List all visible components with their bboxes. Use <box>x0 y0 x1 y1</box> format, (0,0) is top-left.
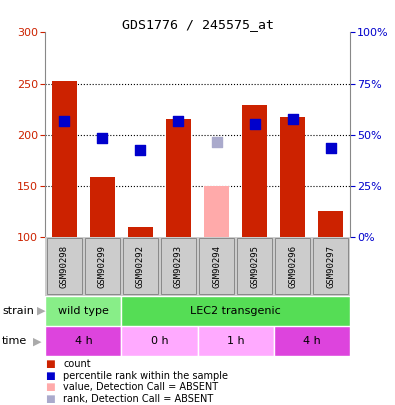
Text: GDS1776 / 245575_at: GDS1776 / 245575_at <box>122 18 273 31</box>
Text: GSM90298: GSM90298 <box>60 245 69 288</box>
Text: percentile rank within the sample: percentile rank within the sample <box>63 371 228 381</box>
Text: LEC2 transgenic: LEC2 transgenic <box>190 306 281 316</box>
Text: 4 h: 4 h <box>75 336 92 346</box>
Point <box>61 118 68 125</box>
Bar <box>204 186 229 237</box>
FancyBboxPatch shape <box>47 238 82 294</box>
Bar <box>122 296 350 326</box>
Text: value, Detection Call = ABSENT: value, Detection Call = ABSENT <box>63 382 218 392</box>
Bar <box>198 326 274 356</box>
FancyBboxPatch shape <box>199 238 234 294</box>
Text: 4 h: 4 h <box>303 336 320 346</box>
Bar <box>45 326 122 356</box>
Bar <box>90 177 115 237</box>
Text: rank, Detection Call = ABSENT: rank, Detection Call = ABSENT <box>63 394 213 404</box>
Bar <box>166 119 191 237</box>
Text: wild type: wild type <box>58 306 109 316</box>
FancyBboxPatch shape <box>161 238 196 294</box>
Bar <box>122 326 198 356</box>
Text: GSM90292: GSM90292 <box>136 245 145 288</box>
Text: GSM90297: GSM90297 <box>326 245 335 288</box>
Text: 1 h: 1 h <box>227 336 245 346</box>
FancyBboxPatch shape <box>122 238 158 294</box>
FancyBboxPatch shape <box>237 238 273 294</box>
Point <box>175 118 182 125</box>
Point <box>213 139 220 145</box>
Text: ■: ■ <box>45 359 55 369</box>
Text: GSM90299: GSM90299 <box>98 245 107 288</box>
Point <box>290 116 296 123</box>
FancyBboxPatch shape <box>275 238 310 294</box>
FancyBboxPatch shape <box>85 238 120 294</box>
Text: GSM90295: GSM90295 <box>250 245 259 288</box>
Text: ▶: ▶ <box>33 336 41 346</box>
Bar <box>242 105 267 237</box>
Point <box>251 121 258 128</box>
Bar <box>45 296 122 326</box>
Point <box>99 134 105 141</box>
Bar <box>128 227 153 237</box>
Text: count: count <box>63 359 91 369</box>
Bar <box>280 117 305 237</box>
Text: ■: ■ <box>45 382 55 392</box>
Text: GSM90294: GSM90294 <box>212 245 221 288</box>
FancyBboxPatch shape <box>313 238 348 294</box>
Bar <box>273 326 350 356</box>
Text: 0 h: 0 h <box>150 336 168 346</box>
Text: time: time <box>2 336 27 346</box>
Text: strain: strain <box>2 306 34 316</box>
Text: ■: ■ <box>45 371 55 381</box>
Point <box>137 147 144 153</box>
Text: ■: ■ <box>45 394 55 404</box>
Text: GSM90296: GSM90296 <box>288 245 297 288</box>
Text: ▶: ▶ <box>37 306 45 316</box>
Point <box>327 145 334 151</box>
Text: GSM90293: GSM90293 <box>174 245 183 288</box>
Bar <box>318 211 343 237</box>
Bar <box>52 81 77 237</box>
